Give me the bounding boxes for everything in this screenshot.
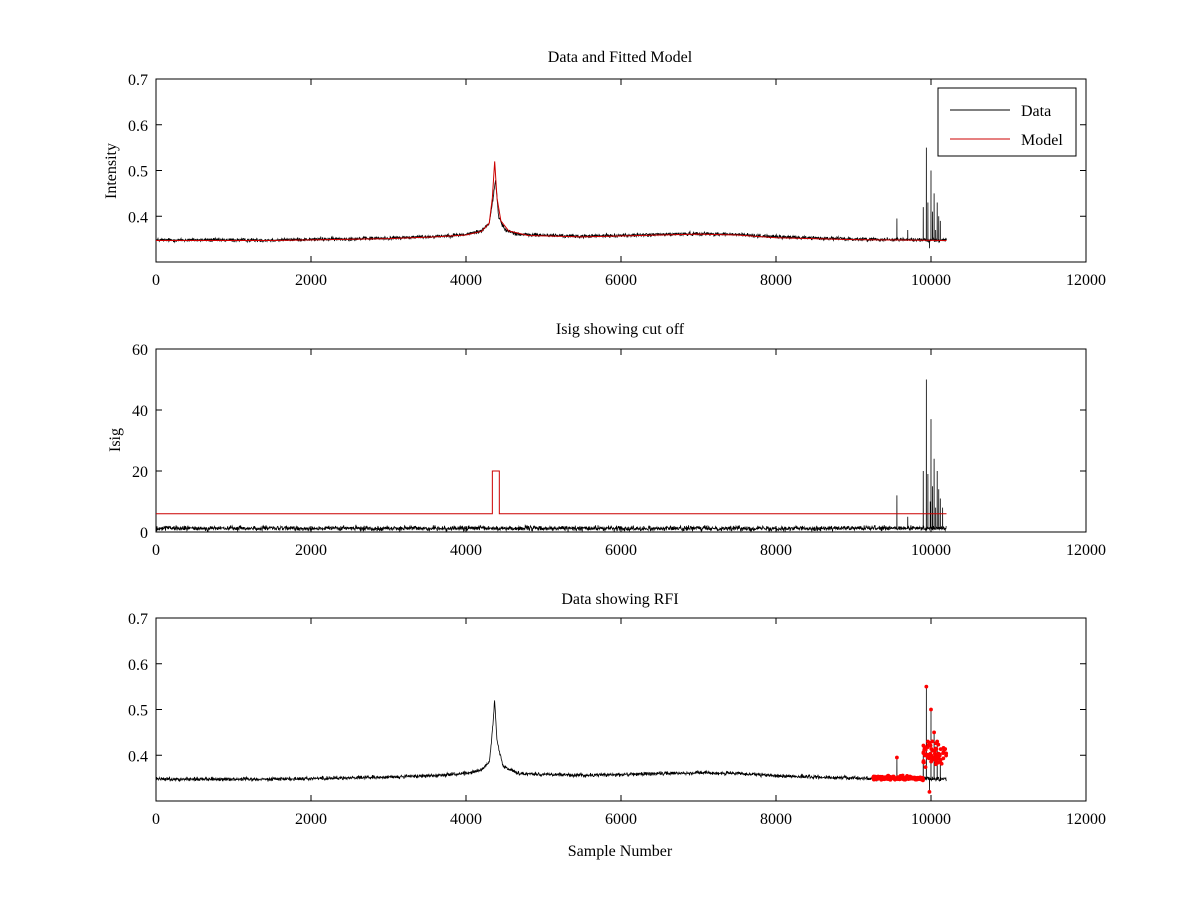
rfi-marker bbox=[938, 758, 943, 763]
y-tick-label: 0.7 bbox=[128, 611, 148, 628]
rfi-marker bbox=[935, 739, 940, 744]
panel-2-ylabel: Isig bbox=[107, 428, 124, 452]
panel-3-title: Data showing RFI bbox=[561, 591, 678, 608]
x-tick-label: 0 bbox=[152, 272, 160, 289]
rfi-marker bbox=[923, 765, 928, 769]
x-tick-label: 8000 bbox=[760, 272, 792, 289]
y-tick-label: 0 bbox=[140, 525, 148, 542]
y-tick-label: 0.4 bbox=[128, 748, 148, 765]
series-data-line bbox=[156, 686, 947, 792]
x-tick-label: 4000 bbox=[450, 542, 482, 559]
x-tick-label: 6000 bbox=[605, 542, 637, 559]
x-tick-label: 10000 bbox=[911, 811, 951, 828]
x-tick-label: 4000 bbox=[450, 272, 482, 289]
panel-1-ylabel: Intensity bbox=[103, 143, 120, 199]
rfi-marker bbox=[944, 751, 949, 756]
rfi-marker bbox=[929, 707, 933, 712]
panel-2-plot: 0 2000 4000 6000 8000 10000 12000 0 20 40 60 bbox=[132, 342, 1106, 559]
y-tick-label: 0.7 bbox=[128, 72, 148, 89]
rfi-marker bbox=[923, 747, 928, 752]
rfi-marker bbox=[943, 747, 948, 751]
x-tick-label: 8000 bbox=[760, 542, 792, 559]
x-tick-label: 10000 bbox=[911, 542, 951, 559]
rfi-marker bbox=[922, 744, 927, 749]
panel-3-xlabel: Sample Number bbox=[568, 843, 673, 860]
y-tick-label: 0.6 bbox=[128, 118, 148, 135]
series-model-line bbox=[156, 161, 947, 241]
series-cut-off-line bbox=[156, 470, 947, 515]
rfi-marker bbox=[934, 747, 939, 751]
x-tick-label: 12000 bbox=[1066, 272, 1106, 289]
rfi-marker bbox=[936, 742, 941, 747]
x-tick-label: 2000 bbox=[295, 272, 327, 289]
rfi-marker bbox=[930, 739, 935, 744]
rfi-marker bbox=[939, 761, 944, 766]
x-tick-label: 0 bbox=[152, 811, 160, 828]
x-tick-label: 10000 bbox=[911, 272, 951, 289]
series-isig-line bbox=[156, 379, 947, 532]
rfi-marker bbox=[928, 743, 933, 748]
legend: Data Model bbox=[937, 87, 1077, 157]
rfi-marker bbox=[924, 684, 929, 689]
legend-box bbox=[937, 87, 1077, 157]
x-tick-label: 12000 bbox=[1066, 811, 1106, 828]
panel-1-title: Data and Fitted Model bbox=[548, 49, 693, 66]
rfi-marker bbox=[927, 789, 932, 794]
x-tick-label: 2000 bbox=[295, 811, 327, 828]
rfi-marker bbox=[937, 753, 942, 758]
x-tick-label: 6000 bbox=[605, 272, 637, 289]
x-tick-label: 12000 bbox=[1066, 542, 1106, 559]
rfi-marker bbox=[921, 777, 925, 782]
y-tick-label: 20 bbox=[132, 464, 148, 481]
rfi-marker bbox=[922, 760, 926, 765]
panel-1-plot: 0 2000 4000 6000 8000 10000 12000 0.4 0.5 0.6 0.7 bbox=[128, 72, 1106, 289]
rfi-marker bbox=[941, 756, 946, 761]
plot-area bbox=[156, 684, 949, 794]
y-tick-label: 0.5 bbox=[128, 703, 148, 720]
panel-isig: Isig showing cut off Isig 0 2000 4000 6000 8… bbox=[107, 321, 1106, 559]
panel-2-title: Isig showing cut off bbox=[556, 321, 685, 338]
x-tick-label: 2000 bbox=[295, 542, 327, 559]
y-tick-label: 0.5 bbox=[128, 164, 148, 181]
x-tick-label: 6000 bbox=[605, 811, 637, 828]
x-tick-label: 4000 bbox=[450, 811, 482, 828]
x-tick-label: 8000 bbox=[760, 811, 792, 828]
legend-data-label: Data bbox=[1021, 103, 1051, 120]
y-tick-label: 60 bbox=[132, 342, 148, 359]
panel-data-model: Data and Fitted Model Intensity 0 2000 400… bbox=[103, 49, 1106, 289]
y-tick-label: 0.6 bbox=[128, 657, 148, 674]
plot-area bbox=[156, 379, 947, 532]
panel-rfi: Data showing RFI Sample Number 0 2000 4000… bbox=[128, 591, 1106, 860]
x-tick-label: 0 bbox=[152, 542, 160, 559]
y-tick-label: 0.4 bbox=[128, 209, 148, 226]
plot-area bbox=[156, 147, 947, 249]
legend-model-label: Model bbox=[1021, 132, 1063, 149]
series-rfi-markers bbox=[871, 684, 949, 794]
panel-3-plot: 0 2000 4000 6000 8000 10000 12000 0.4 0.5 0.6 0.7 bbox=[128, 611, 1106, 828]
rfi-marker bbox=[932, 730, 936, 735]
rfi-marker bbox=[895, 755, 899, 760]
y-tick-label: 40 bbox=[132, 403, 148, 420]
